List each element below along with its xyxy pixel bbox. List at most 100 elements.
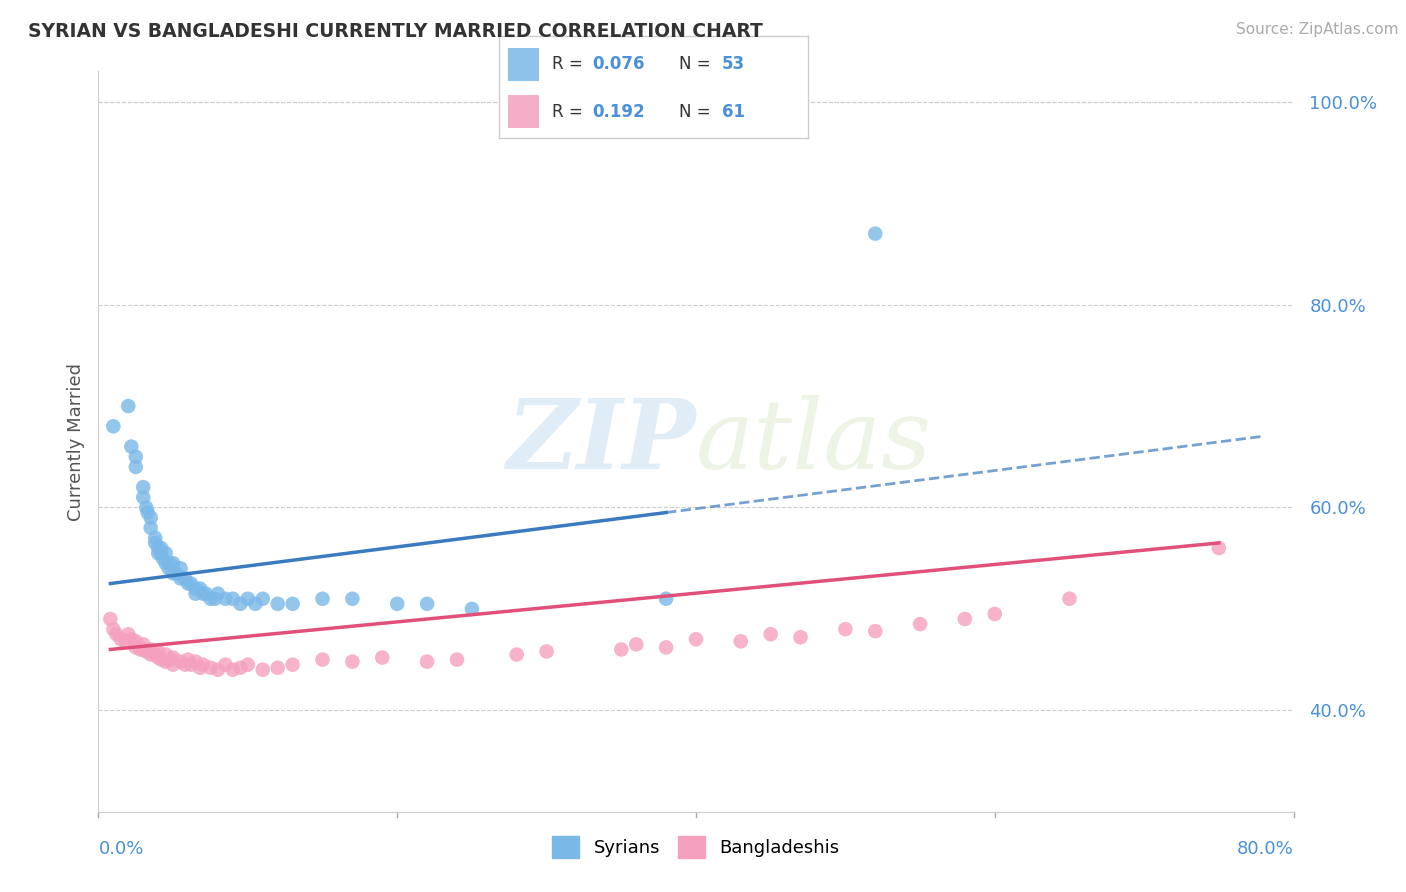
Point [200,591,222,606]
Point [1208,541,1230,555]
Point [385,597,409,611]
Point [139,521,162,535]
Text: N =: N = [679,55,716,73]
Point [342,655,364,669]
Point [177,576,200,591]
Point [229,661,252,675]
Point [789,630,811,644]
Point [169,571,191,585]
Text: 53: 53 [721,55,745,73]
Point [162,650,184,665]
Point [236,657,259,672]
Point [759,627,782,641]
Point [685,632,707,647]
Point [135,500,157,515]
Text: ZIP: ZIP [506,394,696,489]
Point [136,506,159,520]
Text: 61: 61 [721,103,745,120]
Point [188,661,211,675]
Point [98,612,122,626]
Point [236,591,259,606]
Text: 0.0%: 0.0% [98,840,143,858]
Point [150,541,173,555]
Point [165,566,187,581]
Legend: Syrians, Bangladeshis: Syrians, Bangladeshis [546,830,846,865]
Point [162,556,184,570]
Point [148,644,170,658]
Point [135,644,157,658]
Point [342,591,364,606]
Point [730,634,752,648]
Point [416,655,439,669]
Point [214,591,236,606]
Point [188,582,211,596]
Point [155,655,177,669]
Point [252,591,274,606]
Point [139,648,162,662]
Point [311,652,333,666]
Point [169,561,191,575]
Text: Source: ZipAtlas.com: Source: ZipAtlas.com [1236,22,1399,37]
Point [117,627,139,641]
Point [207,587,229,601]
Text: 0.076: 0.076 [592,55,644,73]
FancyBboxPatch shape [509,48,540,81]
Point [159,556,181,570]
Point [267,661,290,675]
Text: 80.0%: 80.0% [1237,840,1294,858]
Point [148,546,170,560]
FancyBboxPatch shape [509,95,540,128]
Point [114,634,136,648]
Point [655,640,678,655]
Text: SYRIAN VS BANGLADESHI CURRENTLY MARRIED CORRELATION CHART: SYRIAN VS BANGLADESHI CURRENTLY MARRIED … [28,22,763,41]
Point [143,531,166,545]
Point [159,652,181,666]
Point [157,561,180,575]
Point [110,632,132,647]
Point [125,634,148,648]
Point [120,440,142,454]
Point [984,607,1007,621]
Point [908,617,931,632]
Point [132,637,155,651]
Point [536,644,558,658]
Point [865,227,887,241]
Point [200,661,222,675]
Point [103,419,125,434]
Point [953,612,976,626]
Point [180,576,202,591]
Point [152,551,174,566]
Point [129,642,152,657]
Point [174,657,197,672]
Point [191,657,214,672]
Point [125,459,148,474]
Point [150,652,173,666]
Point [103,622,125,636]
Point [117,399,139,413]
Point [169,655,191,669]
Point [184,655,207,669]
Text: N =: N = [679,103,716,120]
Point [132,642,155,657]
Text: atlas: atlas [696,394,932,489]
Point [222,591,245,606]
Point [281,657,304,672]
Text: R =: R = [551,55,588,73]
Point [191,587,214,601]
Point [204,591,226,606]
Text: R =: R = [551,103,588,120]
Point [865,624,887,639]
Point [184,582,207,596]
Point [105,627,128,641]
Point [162,566,184,581]
Point [143,536,166,550]
Point [311,591,333,606]
Y-axis label: Currently Married: Currently Married [66,362,84,521]
Point [207,663,229,677]
Point [222,663,245,677]
Point [245,597,267,611]
Point [162,657,184,672]
Point [195,587,218,601]
Point [139,642,162,657]
Point [125,450,148,464]
